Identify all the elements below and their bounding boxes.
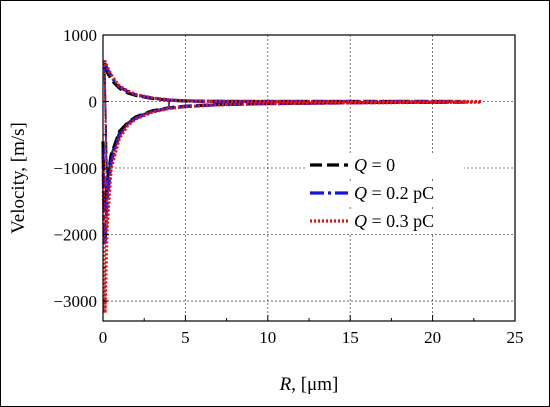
plot-area-border (102, 34, 516, 322)
legend-item-bg (306, 181, 464, 205)
x-axis-label: R, [μm] (279, 374, 339, 395)
y-tick-label: 1000 (63, 26, 97, 45)
legend-label: Q = 0 (354, 155, 395, 175)
series-0-loop-line (103, 66, 170, 182)
series-layer (101, 59, 483, 314)
x-tick-label: 5 (181, 328, 190, 347)
legend-label: Q = 0.3 pC (354, 211, 434, 231)
y-tick-label: −2000 (53, 226, 97, 245)
series-2-upper-line (103, 59, 482, 104)
x-tick-label: 15 (342, 328, 359, 347)
legend: Q = 0 Q = 0.2 pC Q = 0.3 pC (306, 153, 464, 233)
series-1-upper-line (103, 62, 466, 104)
series-0-upper-line (103, 66, 450, 104)
legend-item-bg (306, 209, 464, 233)
x-tick-label: 10 (259, 328, 276, 347)
y-tick-label: −1000 (53, 159, 97, 178)
x-tick-label: 25 (507, 328, 524, 347)
y-tick-label: −3000 (53, 292, 97, 311)
y-axis-label: Velocity, [m/s] (8, 122, 29, 234)
y-tick-label: 0 (89, 93, 98, 112)
axis-ticks: 0 5 10 15 20 25 1000 0 −1000 −2000 −3000 (53, 26, 523, 347)
series-2-lower-line (101, 100, 483, 314)
series-2-loop-line (103, 59, 170, 228)
x-tick-label: 0 (99, 328, 108, 347)
legend-label: Q = 0.2 pC (354, 183, 434, 203)
x-tick-label: 20 (424, 328, 441, 347)
series-1-loop-line (103, 62, 170, 202)
grid-lines (103, 35, 515, 321)
